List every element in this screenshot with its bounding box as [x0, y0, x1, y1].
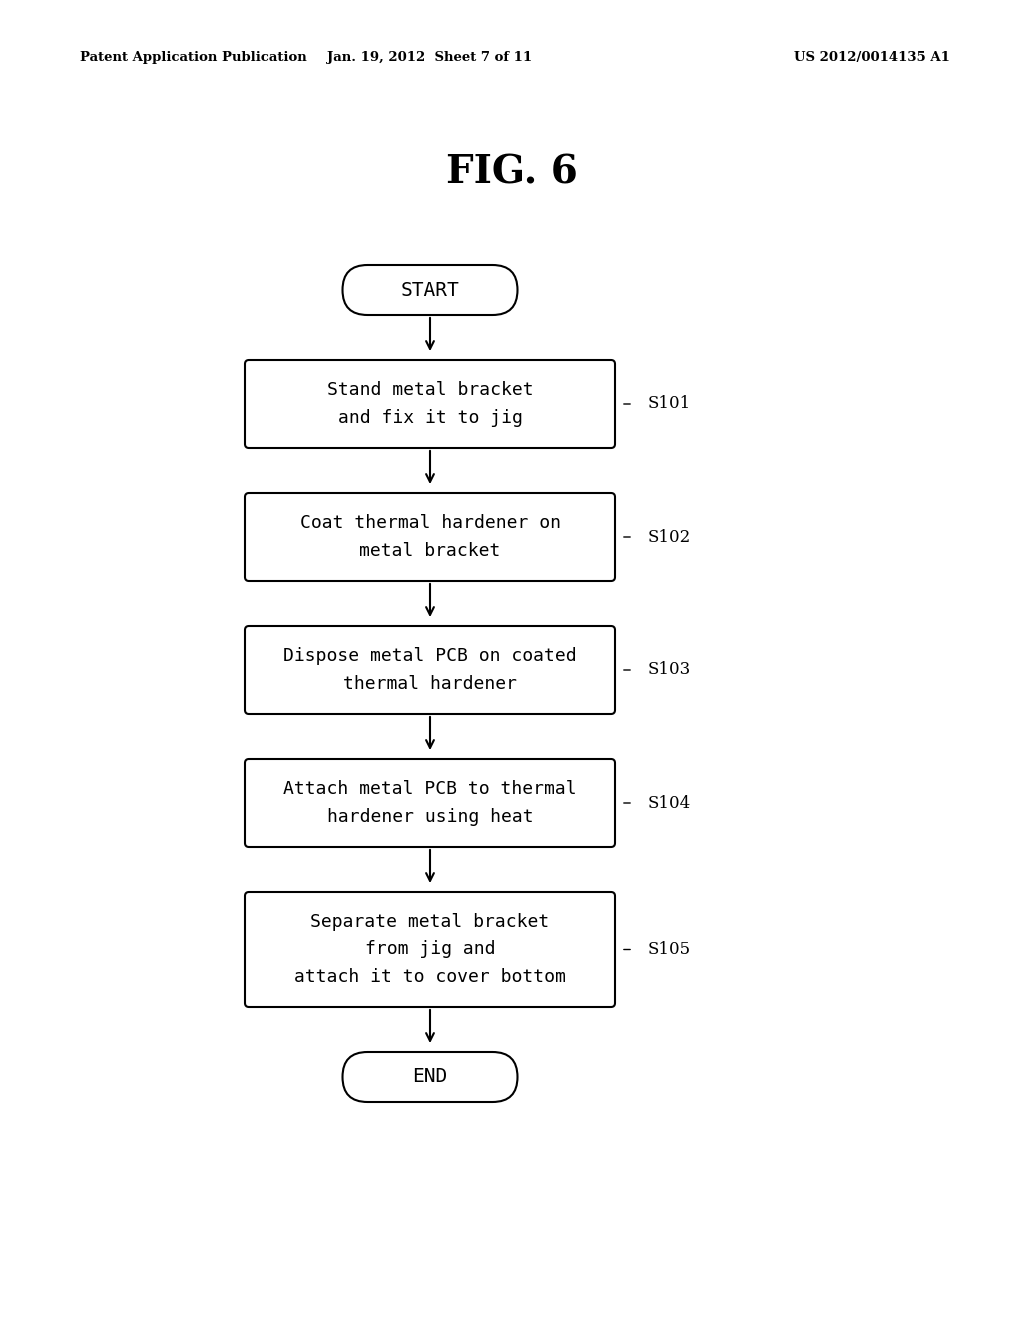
FancyBboxPatch shape	[245, 360, 615, 447]
Text: Coat thermal hardener on
metal bracket: Coat thermal hardener on metal bracket	[299, 513, 560, 560]
Text: Separate metal bracket
from jig and
attach it to cover bottom: Separate metal bracket from jig and atta…	[294, 912, 566, 986]
Text: Patent Application Publication: Patent Application Publication	[80, 51, 307, 65]
FancyBboxPatch shape	[245, 492, 615, 581]
Text: US 2012/0014135 A1: US 2012/0014135 A1	[795, 51, 950, 65]
FancyBboxPatch shape	[245, 759, 615, 847]
Text: S105: S105	[648, 941, 691, 958]
FancyBboxPatch shape	[342, 1052, 517, 1102]
Text: FIG. 6: FIG. 6	[446, 153, 578, 191]
Text: Jan. 19, 2012  Sheet 7 of 11: Jan. 19, 2012 Sheet 7 of 11	[328, 51, 532, 65]
FancyBboxPatch shape	[342, 265, 517, 315]
Text: Attach metal PCB to thermal
hardener using heat: Attach metal PCB to thermal hardener usi…	[284, 780, 577, 826]
Text: S103: S103	[648, 661, 691, 678]
FancyBboxPatch shape	[245, 892, 615, 1007]
FancyBboxPatch shape	[245, 626, 615, 714]
Text: Dispose metal PCB on coated
thermal hardener: Dispose metal PCB on coated thermal hard…	[284, 647, 577, 693]
Text: Stand metal bracket
and fix it to jig: Stand metal bracket and fix it to jig	[327, 381, 534, 426]
Text: S101: S101	[648, 396, 691, 412]
Text: END: END	[413, 1068, 447, 1086]
Text: S104: S104	[648, 795, 691, 812]
Text: START: START	[400, 281, 460, 300]
Text: S102: S102	[648, 528, 691, 545]
